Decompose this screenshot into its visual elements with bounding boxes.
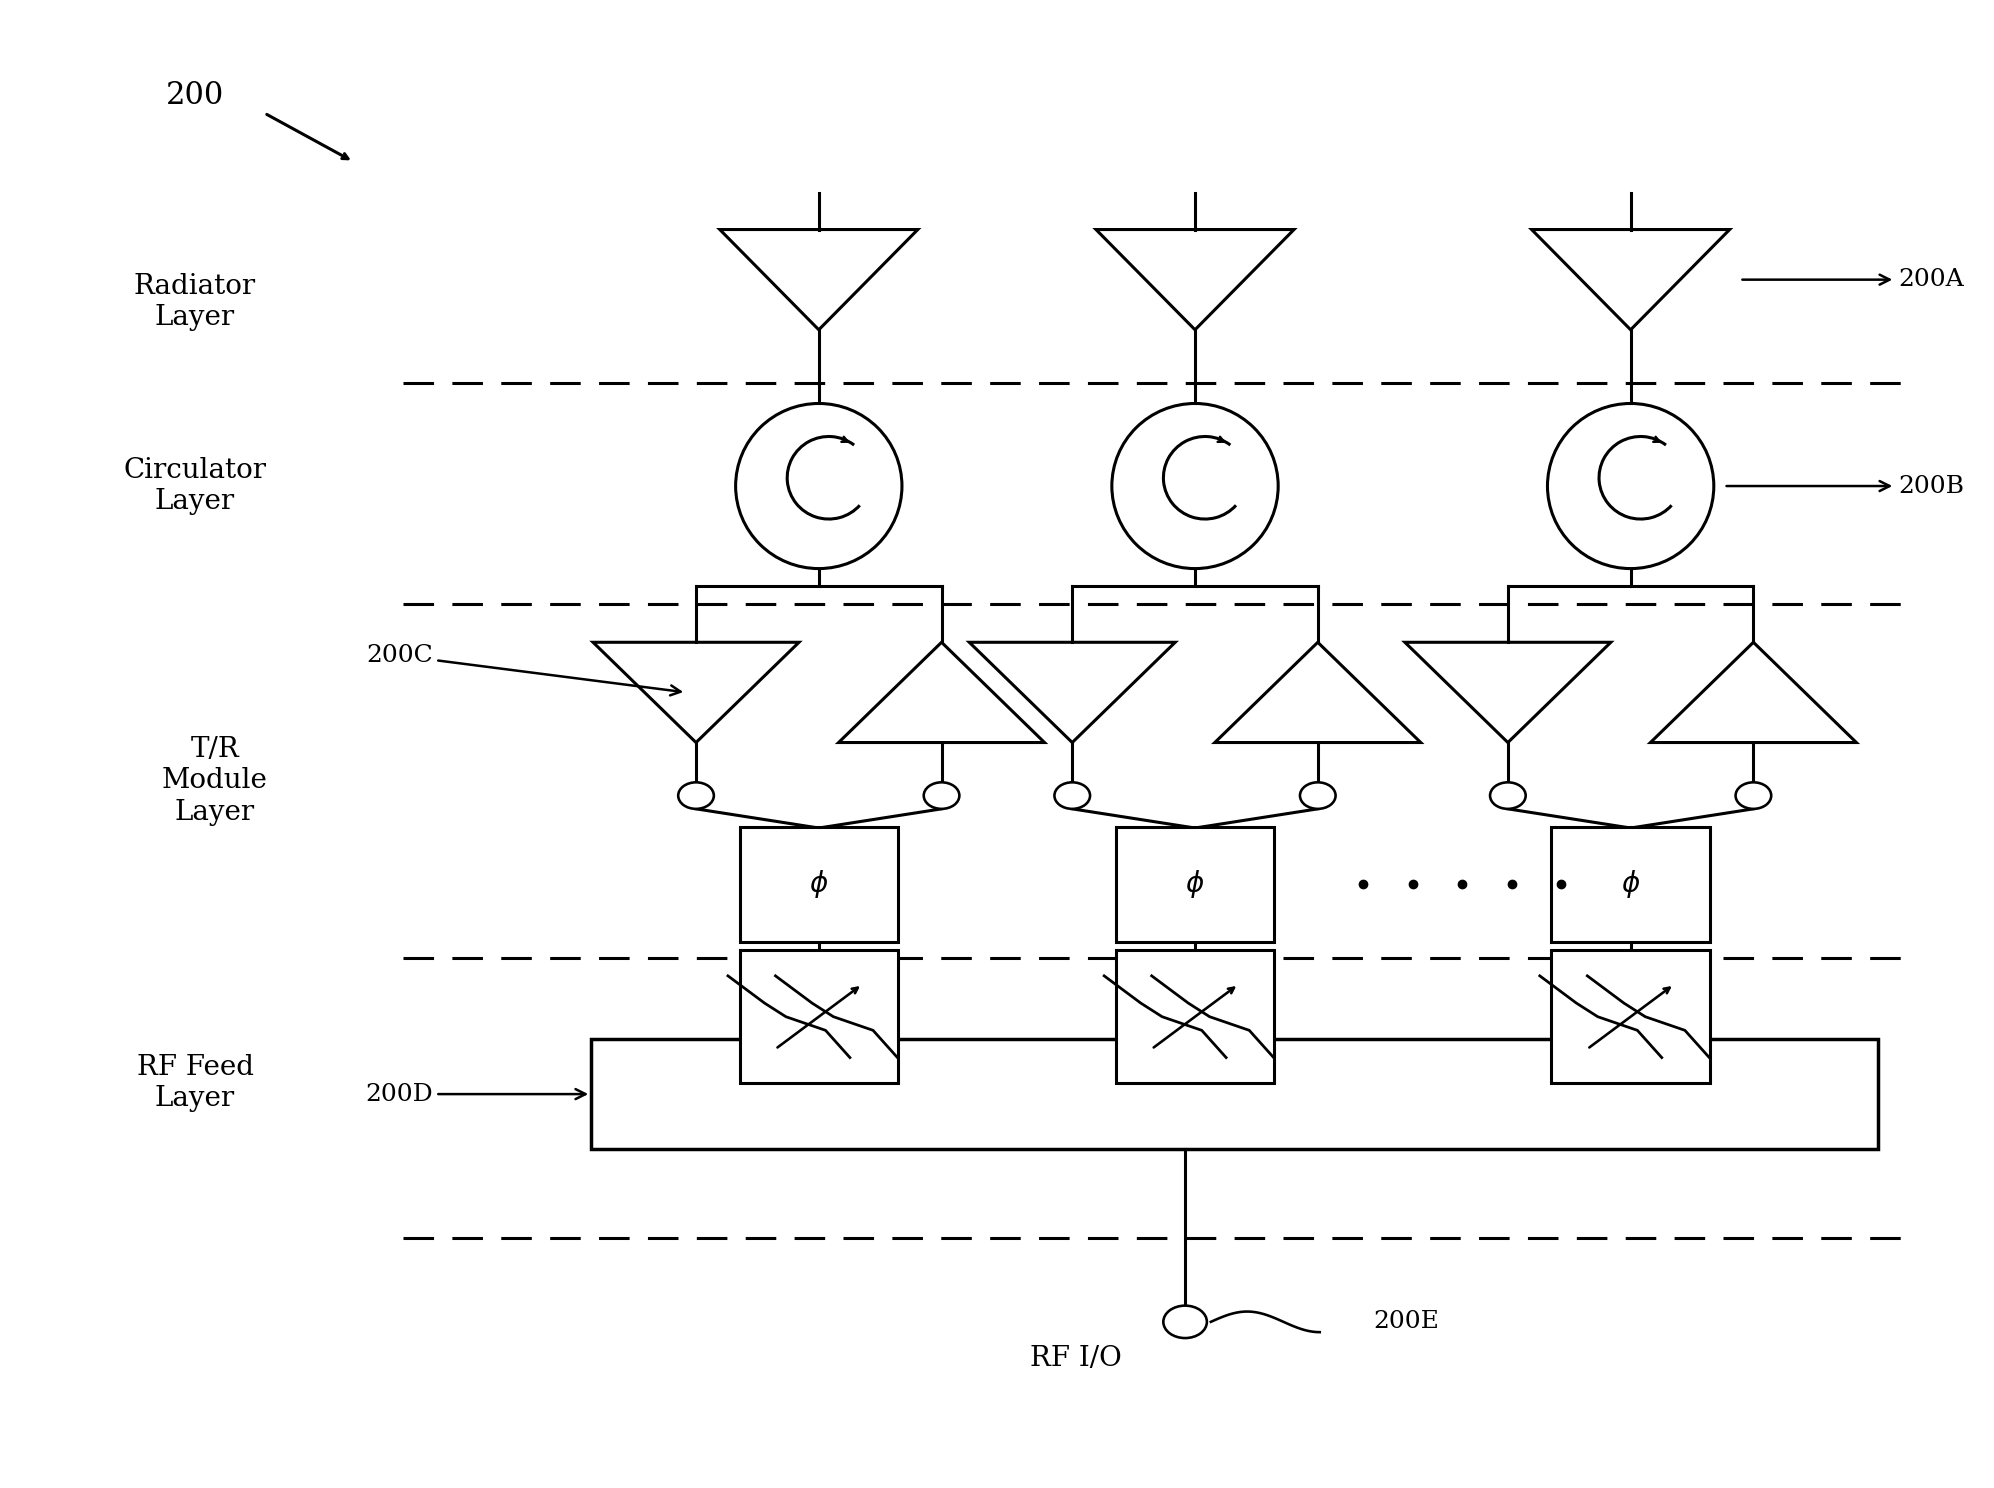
Circle shape (923, 783, 959, 809)
Circle shape (1163, 1305, 1206, 1338)
Text: 200D: 200D (365, 1083, 586, 1106)
Text: 200E: 200E (1374, 1311, 1440, 1333)
Text: 200B: 200B (1727, 475, 1964, 497)
Bar (1551, 826, 1709, 942)
Circle shape (1055, 783, 1091, 809)
Text: Circulator
Layer: Circulator Layer (124, 457, 267, 515)
Circle shape (1300, 783, 1336, 809)
Circle shape (1735, 783, 1771, 809)
Bar (1551, 951, 1709, 1083)
Text: Radiator
Layer: Radiator Layer (134, 272, 255, 330)
Text: T/R
Module
Layer: T/R Module Layer (162, 737, 267, 826)
Text: RF Feed
Layer: RF Feed Layer (136, 1054, 253, 1112)
Text: $\phi$: $\phi$ (1621, 868, 1641, 900)
Text: $\phi$: $\phi$ (1184, 868, 1204, 900)
Text: 200: 200 (166, 80, 223, 112)
Text: 200A: 200A (1743, 268, 1964, 292)
Bar (1117, 826, 1274, 942)
Bar (590, 1039, 1878, 1149)
Bar (1117, 951, 1274, 1083)
Text: RF I/O: RF I/O (1031, 1345, 1123, 1372)
Bar (740, 951, 897, 1083)
Circle shape (678, 783, 714, 809)
Text: $\phi$: $\phi$ (810, 868, 828, 900)
Circle shape (1490, 783, 1525, 809)
Text: 200C: 200C (367, 644, 680, 695)
Bar (740, 826, 897, 942)
